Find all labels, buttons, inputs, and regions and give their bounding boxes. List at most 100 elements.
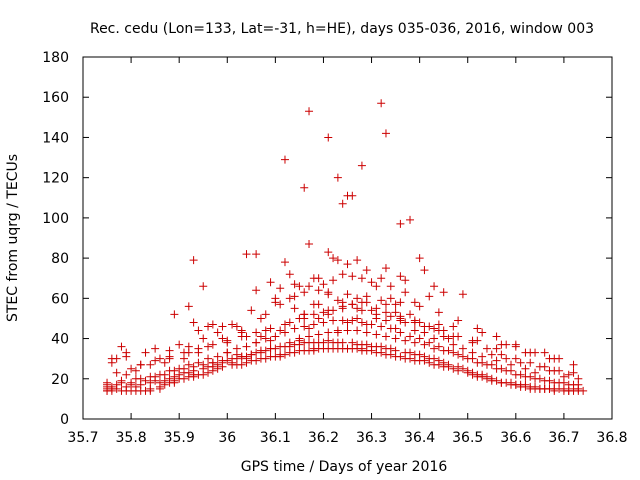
data-point (434, 356, 443, 365)
data-point (309, 300, 318, 309)
data-point (396, 298, 405, 307)
data-point (507, 360, 516, 369)
data-point (261, 334, 270, 343)
x-tick-label: 36.6 (500, 430, 531, 446)
data-point (232, 350, 241, 359)
data-point (175, 340, 184, 349)
data-point (396, 328, 405, 337)
data-point (348, 300, 357, 309)
data-point (112, 380, 121, 389)
x-tick-label: 36.3 (356, 430, 387, 446)
data-point (131, 382, 140, 391)
data-point (487, 350, 496, 359)
data-point (497, 378, 506, 387)
x-tick-label: 36.2 (308, 430, 339, 446)
data-point (184, 360, 193, 369)
data-point (276, 326, 285, 335)
data-point (305, 107, 314, 116)
data-point (473, 358, 482, 367)
data-point (410, 298, 419, 307)
data-point (314, 274, 323, 283)
data-point (540, 348, 549, 357)
data-point (276, 300, 285, 309)
data-point (478, 328, 487, 337)
data-point (213, 328, 222, 337)
data-point (189, 318, 198, 327)
data-point (223, 348, 232, 357)
axes: 35.7 35.8 35.9 36 36.1 36.2 36.3 36.4 36.5 36.6 36… (42, 50, 627, 446)
data-point (425, 292, 434, 301)
data-point (396, 314, 405, 323)
data-point (199, 360, 208, 369)
data-point (367, 278, 376, 287)
data-point (242, 354, 251, 363)
data-point (377, 274, 386, 283)
data-point (266, 324, 275, 333)
data-point (497, 340, 506, 349)
data-point (545, 354, 554, 363)
data-point (473, 324, 482, 333)
data-point (290, 304, 299, 313)
x-tick-label: 35.8 (116, 430, 147, 446)
data-point (261, 310, 270, 319)
data-point (396, 272, 405, 281)
data-point (208, 358, 217, 367)
data-point (266, 336, 275, 345)
data-point (348, 191, 357, 200)
data-point (242, 342, 251, 351)
data-point (502, 354, 511, 363)
data-point (348, 272, 357, 281)
data-point (333, 326, 342, 335)
data-point (511, 342, 520, 351)
data-point (266, 278, 275, 287)
data-point (406, 348, 415, 357)
data-point (430, 334, 439, 343)
data-point (497, 350, 506, 359)
data-point (179, 354, 188, 363)
data-point (309, 310, 318, 319)
y-tick-label: 120 (42, 171, 69, 187)
x-tick-label: 36.5 (452, 430, 483, 446)
data-point (406, 215, 415, 224)
data-point (410, 326, 419, 335)
data-point (391, 324, 400, 333)
data-point (396, 219, 405, 228)
data-point (458, 290, 467, 299)
data-point (290, 292, 299, 301)
data-point (122, 348, 131, 357)
data-point (151, 356, 160, 365)
data-point (252, 286, 261, 295)
data-point (194, 326, 203, 335)
data-point (213, 360, 222, 369)
data-point (300, 310, 309, 319)
data-point (218, 322, 227, 331)
x-tick-label: 35.9 (164, 430, 195, 446)
data-point (280, 350, 289, 359)
data-point (420, 328, 429, 337)
data-point (237, 328, 246, 337)
data-point (482, 344, 491, 353)
data-point (401, 336, 410, 345)
data-point (410, 338, 419, 347)
data-point (381, 316, 390, 325)
data-point (117, 376, 126, 385)
data-point (463, 366, 472, 375)
data-point (343, 290, 352, 299)
data-point (319, 280, 328, 289)
data-point (165, 374, 174, 383)
data-point (357, 274, 366, 283)
data-point (492, 364, 501, 373)
data-point (151, 344, 160, 353)
data-point (305, 332, 314, 341)
data-point (256, 314, 265, 323)
data-point (386, 344, 395, 353)
data-point (439, 288, 448, 297)
data-point (391, 334, 400, 343)
data-point (300, 322, 309, 331)
data-point (338, 316, 347, 325)
data-point (372, 330, 381, 339)
data-point (430, 354, 439, 363)
data-point (237, 360, 246, 369)
data-point (247, 350, 256, 359)
data-point (381, 308, 390, 317)
